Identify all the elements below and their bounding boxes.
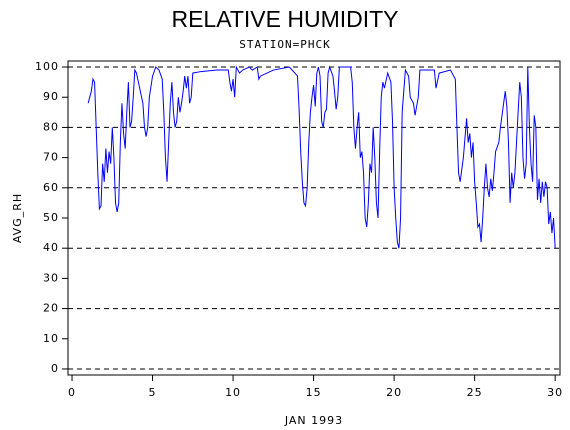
y-tick-label: 30: [43, 271, 59, 284]
y-tick-label: 70: [43, 151, 59, 164]
y-axis-label: AVG_RH: [11, 193, 24, 243]
y-tick-label: 80: [43, 120, 59, 133]
y-tick-label: 0: [51, 362, 59, 375]
x-tick-label: 30: [547, 386, 563, 399]
y-tick-label: 100: [35, 60, 59, 73]
y-tick-label: 40: [43, 241, 59, 254]
x-tick-label: 15: [306, 386, 322, 399]
y-tick-label: 90: [43, 90, 59, 103]
x-tick-label: 10: [225, 386, 241, 399]
y-tick-label: 20: [43, 302, 59, 315]
y-tick-label: 50: [43, 211, 59, 224]
y-tick-label: 60: [43, 181, 59, 194]
x-tick-label: 5: [149, 386, 157, 399]
y-tick-label: 10: [43, 332, 59, 345]
x-tick-label: 20: [386, 386, 402, 399]
data-line: [87, 65, 556, 249]
chart-title: RELATIVE HUMIDITY: [171, 6, 398, 32]
x-tick-label: 25: [467, 386, 483, 399]
x-tick-label: 0: [68, 386, 76, 399]
chart-subtitle: STATION=PHCK: [239, 38, 330, 51]
x-axis-label: JAN 1993: [284, 414, 343, 427]
plot-frame: [67, 60, 561, 376]
